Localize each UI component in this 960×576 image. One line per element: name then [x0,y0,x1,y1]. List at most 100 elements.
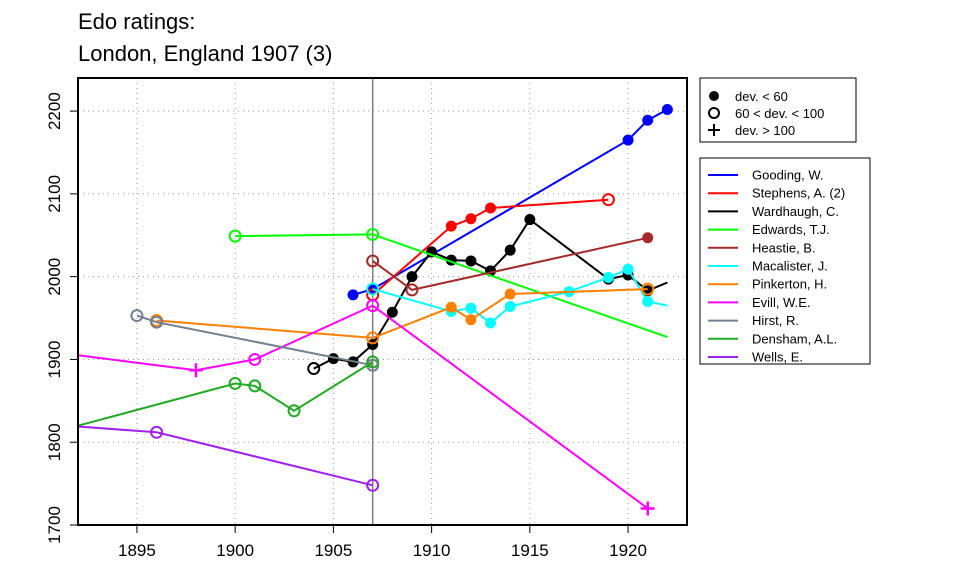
legend-series-label: Evill, W.E. [752,295,811,310]
legend-series-label: Edwards, T.J. [752,222,830,237]
data-point [287,404,301,418]
legend-series-label: Stephens, A. (2) [752,186,845,201]
marker-legend: dev. < 60 60 < dev. < 100 dev. > 100 [699,77,857,143]
series-line [235,233,668,339]
series-line [352,108,668,296]
legend-series-label: Wells, E. [752,350,803,365]
grid [78,78,687,526]
data-point [130,309,144,323]
legend-series-label: Wardhaugh, C. [752,204,839,219]
legend-series-label: Macalister, J. [752,259,828,274]
x-tick-label: 1920 [609,541,647,560]
y-axis: 1700 1800 1900 2000 2100 2200 [45,92,78,544]
data-point [366,254,380,268]
chart-title-line2: London, England 1907 (3) [78,41,332,66]
series-macalister-j [366,263,668,329]
data-point [366,227,380,241]
data-point [228,376,242,390]
data-point [601,193,615,207]
legend-series-label: Hirst, R. [752,313,799,328]
series-pinkerton-h [150,282,655,345]
data-point [248,352,262,366]
data-point [366,331,380,345]
data-point [524,214,536,226]
data-point [445,301,457,313]
data-point [347,289,359,301]
series-edwards-t-j [228,227,668,339]
data-point [366,478,380,492]
series-line [77,361,374,427]
data-point [366,299,380,313]
legend-series-label: Densham, A.L. [752,331,837,346]
series-legend: Gooding, W. Stephens, A. (2) Wardhaugh, C.… [699,157,871,365]
data-point [386,306,398,318]
data-point [485,202,497,214]
series-layer [77,103,673,516]
data-point [640,501,655,516]
data-point [641,282,655,296]
y-tick-label: 1800 [45,423,64,461]
series-line [372,236,648,291]
data-point [465,302,477,314]
series-line [313,218,668,370]
x-tick-label: 1915 [511,541,549,560]
legend-filled-marker [709,91,719,101]
legend-label-dev-60-100: 60 < dev. < 100 [735,106,824,121]
data-point [366,282,380,296]
series-heastie-b [366,232,654,297]
x-tick-label: 1895 [118,541,156,560]
y-tick-label: 1900 [45,341,64,379]
series-line [77,304,649,510]
data-point [406,271,418,283]
y-tick-label: 2200 [45,92,64,130]
data-point [504,300,516,312]
x-tick-label: 1900 [216,541,254,560]
data-point [642,114,654,126]
legend-series-label: Pinkerton, H. [752,277,827,292]
data-point [622,263,634,275]
data-point [661,103,673,115]
data-point [465,255,477,267]
x-tick-label: 1910 [413,541,451,560]
legend-plus-marker [708,124,720,136]
data-point [465,314,477,326]
series-line [156,288,648,339]
x-tick-label: 1905 [314,541,352,560]
legend-series-label: Heastie, B. [752,240,816,255]
chart-title-line1: Edo ratings: [78,9,195,34]
data-point [366,355,380,369]
data-point [150,425,164,439]
series-wells-e [77,425,380,492]
data-point [188,363,203,378]
data-point [307,362,321,376]
legend-open-marker [708,107,720,119]
data-point [622,134,634,146]
legend-label-dev-gt-100: dev. > 100 [735,123,795,138]
y-tick-label: 2000 [45,258,64,296]
series-densham-a-l [77,355,380,427]
data-point [602,271,614,283]
data-point [445,220,457,232]
data-point [150,315,164,329]
series-evill-w-e [77,299,655,516]
data-point [642,232,654,244]
data-point [228,229,242,243]
legend-label-dev-lt-60: dev. < 60 [735,89,788,104]
series-line [136,314,373,367]
data-point [504,288,516,300]
data-point [642,296,654,307]
series-line [372,267,668,325]
data-point [405,283,419,297]
series-line [77,425,373,487]
data-point [504,244,516,256]
data-point [485,317,497,329]
series-wardhaugh-c [307,214,668,376]
x-axis: 1895 1900 1905 1910 1915 1920 [118,525,647,560]
y-tick-label: 1700 [45,506,64,544]
legend-series-label: Gooding, W. [752,168,824,183]
y-tick-label: 2100 [45,175,64,213]
data-point [465,213,477,225]
plot-frame [77,77,688,526]
data-point [248,379,262,393]
